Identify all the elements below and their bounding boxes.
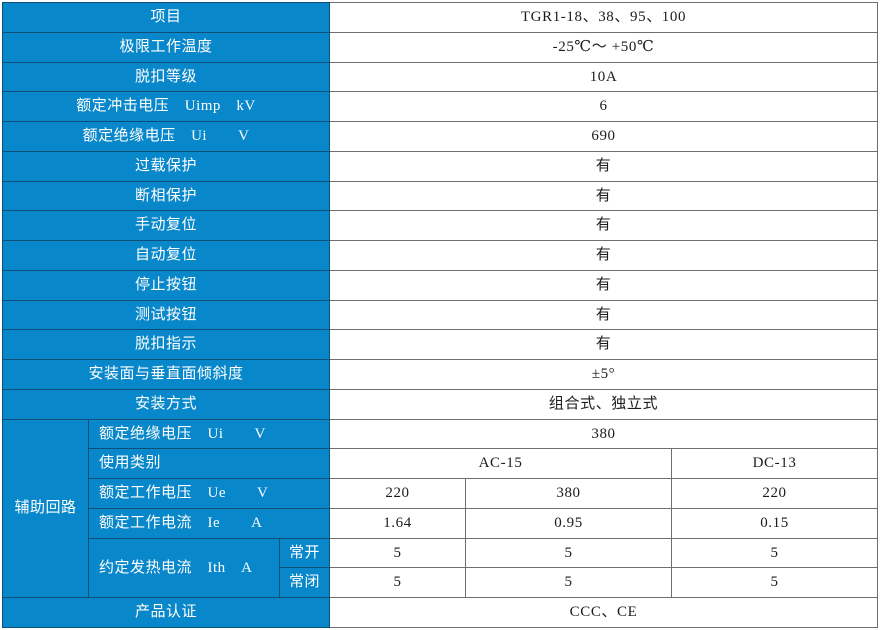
table-row: 辅助回路 额定绝缘电压 Ui V 380 [2,418,879,598]
row-label-temperature: 极限工作温度 [1,31,331,63]
table-row: 约定发热电流 Ith A 常开 5 5 5 [3,537,879,598]
cell-ith-no-ac380: 5 [465,537,673,569]
table-row: 测试按钮 有 [1,299,879,331]
cell-usage-ac: AC-15 [329,448,673,479]
row-label-ie: 额定工作电流 Ie A [87,507,331,539]
row-label-ith: 约定发热电流 Ith A [88,537,280,598]
cell-ith-nc-ac380: 5 [465,567,673,598]
row-label-aux-ui: 额定绝缘电压 Ui V [87,418,331,450]
table-row: 自动复位 有 [1,240,879,271]
row-label-auto-reset: 自动复位 [1,240,331,271]
table-row: 额定工作电流 Ie A 1.64 0.95 0.15 [3,507,879,539]
row-value-auto-reset: 有 [329,240,879,271]
row-value-test-button: 有 [329,299,879,331]
row-value-aux-ui: 380 [329,418,879,450]
table-row: 产品认证 CCC、CE [1,597,879,628]
cell-ie-ac220: 1.64 [329,507,467,539]
cell-ue-ac380: 380 [465,478,673,509]
row-value-uimp: 6 [329,91,879,122]
row-label-ue: 额定工作电压 Ue V [87,478,331,509]
row-value-trip-indication: 有 [329,329,879,360]
cell-usage-dc: DC-13 [671,448,879,479]
row-value-ui: 690 [329,121,879,152]
cell-ith-nc-ac220: 5 [329,567,467,598]
table-row: 过载保护 有 [1,150,879,182]
row-label-test-button: 测试按钮 [1,299,331,331]
table-row: 使用类别 AC-15 DC-13 [3,448,879,479]
row-label-trip-class: 脱扣等级 [1,61,331,93]
row-value-phase-loss-protection: 有 [329,180,879,212]
cell-ue-dc220: 220 [671,478,879,509]
row-label-normally-closed: 常闭 [278,567,331,598]
row-value-mounting-tilt: ±5° [329,359,879,390]
row-label-ui: 额定绝缘电压 Ui V [1,121,331,152]
table-row: 安装面与垂直面倾斜度 ±5° [1,359,879,390]
row-value-certification: CCC、CE [329,597,879,628]
row-label-normally-open: 常开 [278,537,331,569]
cell-ith-nc-dc220: 5 [671,567,879,598]
table-row: 脱扣等级 10A [1,61,879,93]
table-row: 安装方式 组合式、独立式 [1,388,879,420]
row-label-trip-indication: 脱扣指示 [1,329,331,360]
row-label-mounting-type: 安装方式 [1,388,331,420]
row-label-mounting-tilt: 安装面与垂直面倾斜度 [1,359,331,390]
table-row: 极限工作温度 -25℃～ +50℃ [1,31,879,63]
table-row: 额定绝缘电压 Ui V 690 [1,121,879,152]
row-label-overload-protection: 过载保护 [1,150,331,182]
row-value-trip-class: 10A [329,61,879,93]
cell-ie-ac380: 0.95 [465,507,673,539]
table-row: 脱扣指示 有 [1,329,879,360]
row-label-auxiliary-circuit: 辅助回路 [2,418,89,598]
row-label-phase-loss-protection: 断相保护 [1,180,331,212]
row-label-item: 项目 [1,2,331,33]
row-value-temperature: -25℃～ +50℃ [329,31,879,63]
table-row: 手动复位 有 [1,210,879,241]
row-label-usage-category: 使用类别 [87,448,331,479]
row-value-overload-protection: 有 [329,150,879,182]
row-value-mounting-type: 组合式、独立式 [329,388,879,420]
table-row: 额定工作电压 Ue V 220 380 220 [3,478,879,509]
row-label-manual-reset: 手动复位 [1,210,331,241]
cell-ith-no-dc220: 5 [671,537,879,569]
table-row: 常闭 5 5 5 [3,567,879,598]
row-value-manual-reset: 有 [329,210,879,241]
row-label-certification: 产品认证 [1,597,331,628]
row-value-stop-button: 有 [329,269,879,301]
row-label-stop-button: 停止按钮 [1,269,331,301]
cell-ith-no-ac220: 5 [329,537,467,569]
cell-ue-ac220: 220 [329,478,467,509]
table-row: 断相保护 有 [1,180,879,212]
row-label-uimp: 额定冲击电压 Uimp kV [1,91,331,122]
table-row: 项目 TGR1-18、38、95、100 [1,2,879,33]
table-row: 停止按钮 有 [1,269,879,301]
table-row: 额定冲击电压 Uimp kV 6 [1,91,879,122]
cell-ie-dc220: 0.15 [671,507,879,539]
row-value-item: TGR1-18、38、95、100 [329,2,879,33]
